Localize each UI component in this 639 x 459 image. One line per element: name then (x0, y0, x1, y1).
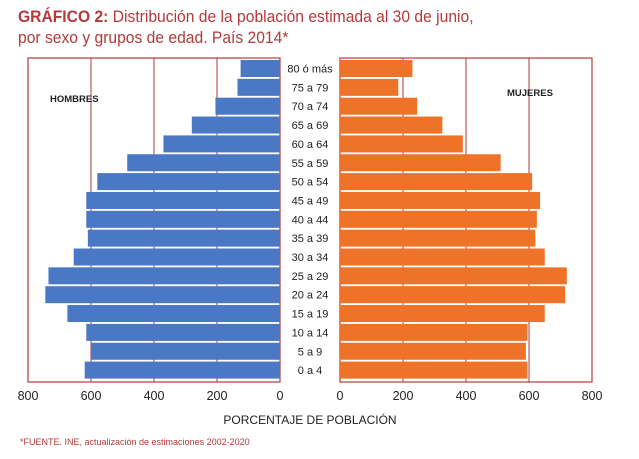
age-label-4: 60 a 64 (292, 139, 329, 151)
bar-hombres-0 (240, 60, 280, 77)
bar-mujeres-4 (340, 135, 463, 153)
legend-mujeres: MUJERES (507, 88, 553, 99)
bar-mujeres-8 (340, 210, 537, 228)
age-label-10: 30 a 34 (292, 252, 329, 264)
age-label-5: 55 a 59 (292, 158, 329, 170)
bar-mujeres-10 (340, 248, 545, 266)
bar-mujeres-9 (340, 229, 536, 247)
age-label-1: 75 a 79 (292, 82, 329, 94)
x-tick-left-4: 0 (277, 389, 284, 403)
title-line1: Distribución de la población estimada al… (112, 7, 474, 26)
bar-hombres-7 (86, 191, 281, 209)
bar-hombres-10 (73, 248, 280, 266)
x-tick-right-2: 400 (456, 389, 477, 403)
x-tick-right-3: 600 (519, 389, 540, 403)
chart-title: GRÁFICO 2: Distribución de la población … (18, 6, 570, 48)
bar-mujeres-16 (340, 361, 528, 379)
bar-hombres-14 (86, 323, 281, 341)
bar-mujeres-1 (340, 78, 399, 96)
bar-hombres-12 (45, 286, 281, 304)
age-label-3: 65 a 69 (292, 120, 329, 132)
age-label-7: 45 a 49 (292, 195, 329, 207)
x-tick-left-0: 800 (18, 389, 39, 403)
age-label-14: 10 a 14 (292, 327, 329, 339)
x-tick-left-2: 400 (144, 389, 165, 403)
bar-hombres-2 (215, 97, 280, 115)
age-label-9: 35 a 39 (292, 233, 329, 245)
age-label-13: 15 a 19 (292, 309, 329, 321)
bar-hombres-1 (237, 78, 280, 96)
bar-hombres-9 (87, 229, 280, 247)
bar-mujeres-11 (340, 267, 567, 285)
bar-mujeres-12 (340, 286, 566, 304)
age-label-6: 50 a 54 (292, 177, 329, 189)
bar-mujeres-7 (340, 191, 541, 209)
bar-hombres-4 (163, 135, 280, 153)
bar-hombres-13 (67, 305, 280, 323)
age-label-12: 20 a 24 (292, 290, 329, 302)
footnote: *FUENTE. INE, actualización de estimacio… (20, 437, 250, 447)
age-label-2: 70 a 74 (292, 101, 329, 113)
bar-hombres-8 (86, 210, 281, 228)
bar-mujeres-0 (340, 60, 413, 77)
x-tick-left-1: 600 (81, 389, 102, 403)
age-label-16: 0 a 4 (298, 365, 322, 377)
bar-mujeres-5 (340, 154, 501, 172)
age-label-15: 5 a 9 (298, 346, 322, 358)
bar-mujeres-13 (340, 305, 545, 323)
x-tick-right-1: 200 (393, 389, 414, 403)
x-tick-right-4: 800 (582, 389, 603, 403)
bar-hombres-16 (84, 361, 280, 379)
title-line2: por sexo y grupos de edad. País 2014* (18, 28, 289, 47)
bar-hombres-11 (48, 267, 280, 285)
age-label-11: 25 a 29 (292, 271, 329, 283)
legend-hombres: HOMBRES (50, 94, 99, 105)
age-label-0: 80 ó más (287, 64, 333, 76)
title-prefix: GRÁFICO 2: (18, 7, 109, 26)
bar-hombres-15 (91, 342, 280, 360)
x-tick-left-3: 200 (207, 389, 228, 403)
bar-hombres-6 (97, 173, 280, 191)
bar-hombres-3 (191, 116, 280, 134)
x-axis-label: PORCENTAJE DE POBLACIÓN (223, 412, 396, 427)
x-tick-right-0: 0 (337, 389, 344, 403)
bar-hombres-5 (127, 154, 280, 172)
age-label-8: 40 a 44 (292, 214, 329, 226)
bar-mujeres-2 (340, 97, 418, 115)
bar-mujeres-15 (340, 342, 526, 360)
bar-mujeres-6 (340, 173, 533, 191)
bar-mujeres-3 (340, 116, 443, 134)
bar-mujeres-14 (340, 323, 528, 341)
